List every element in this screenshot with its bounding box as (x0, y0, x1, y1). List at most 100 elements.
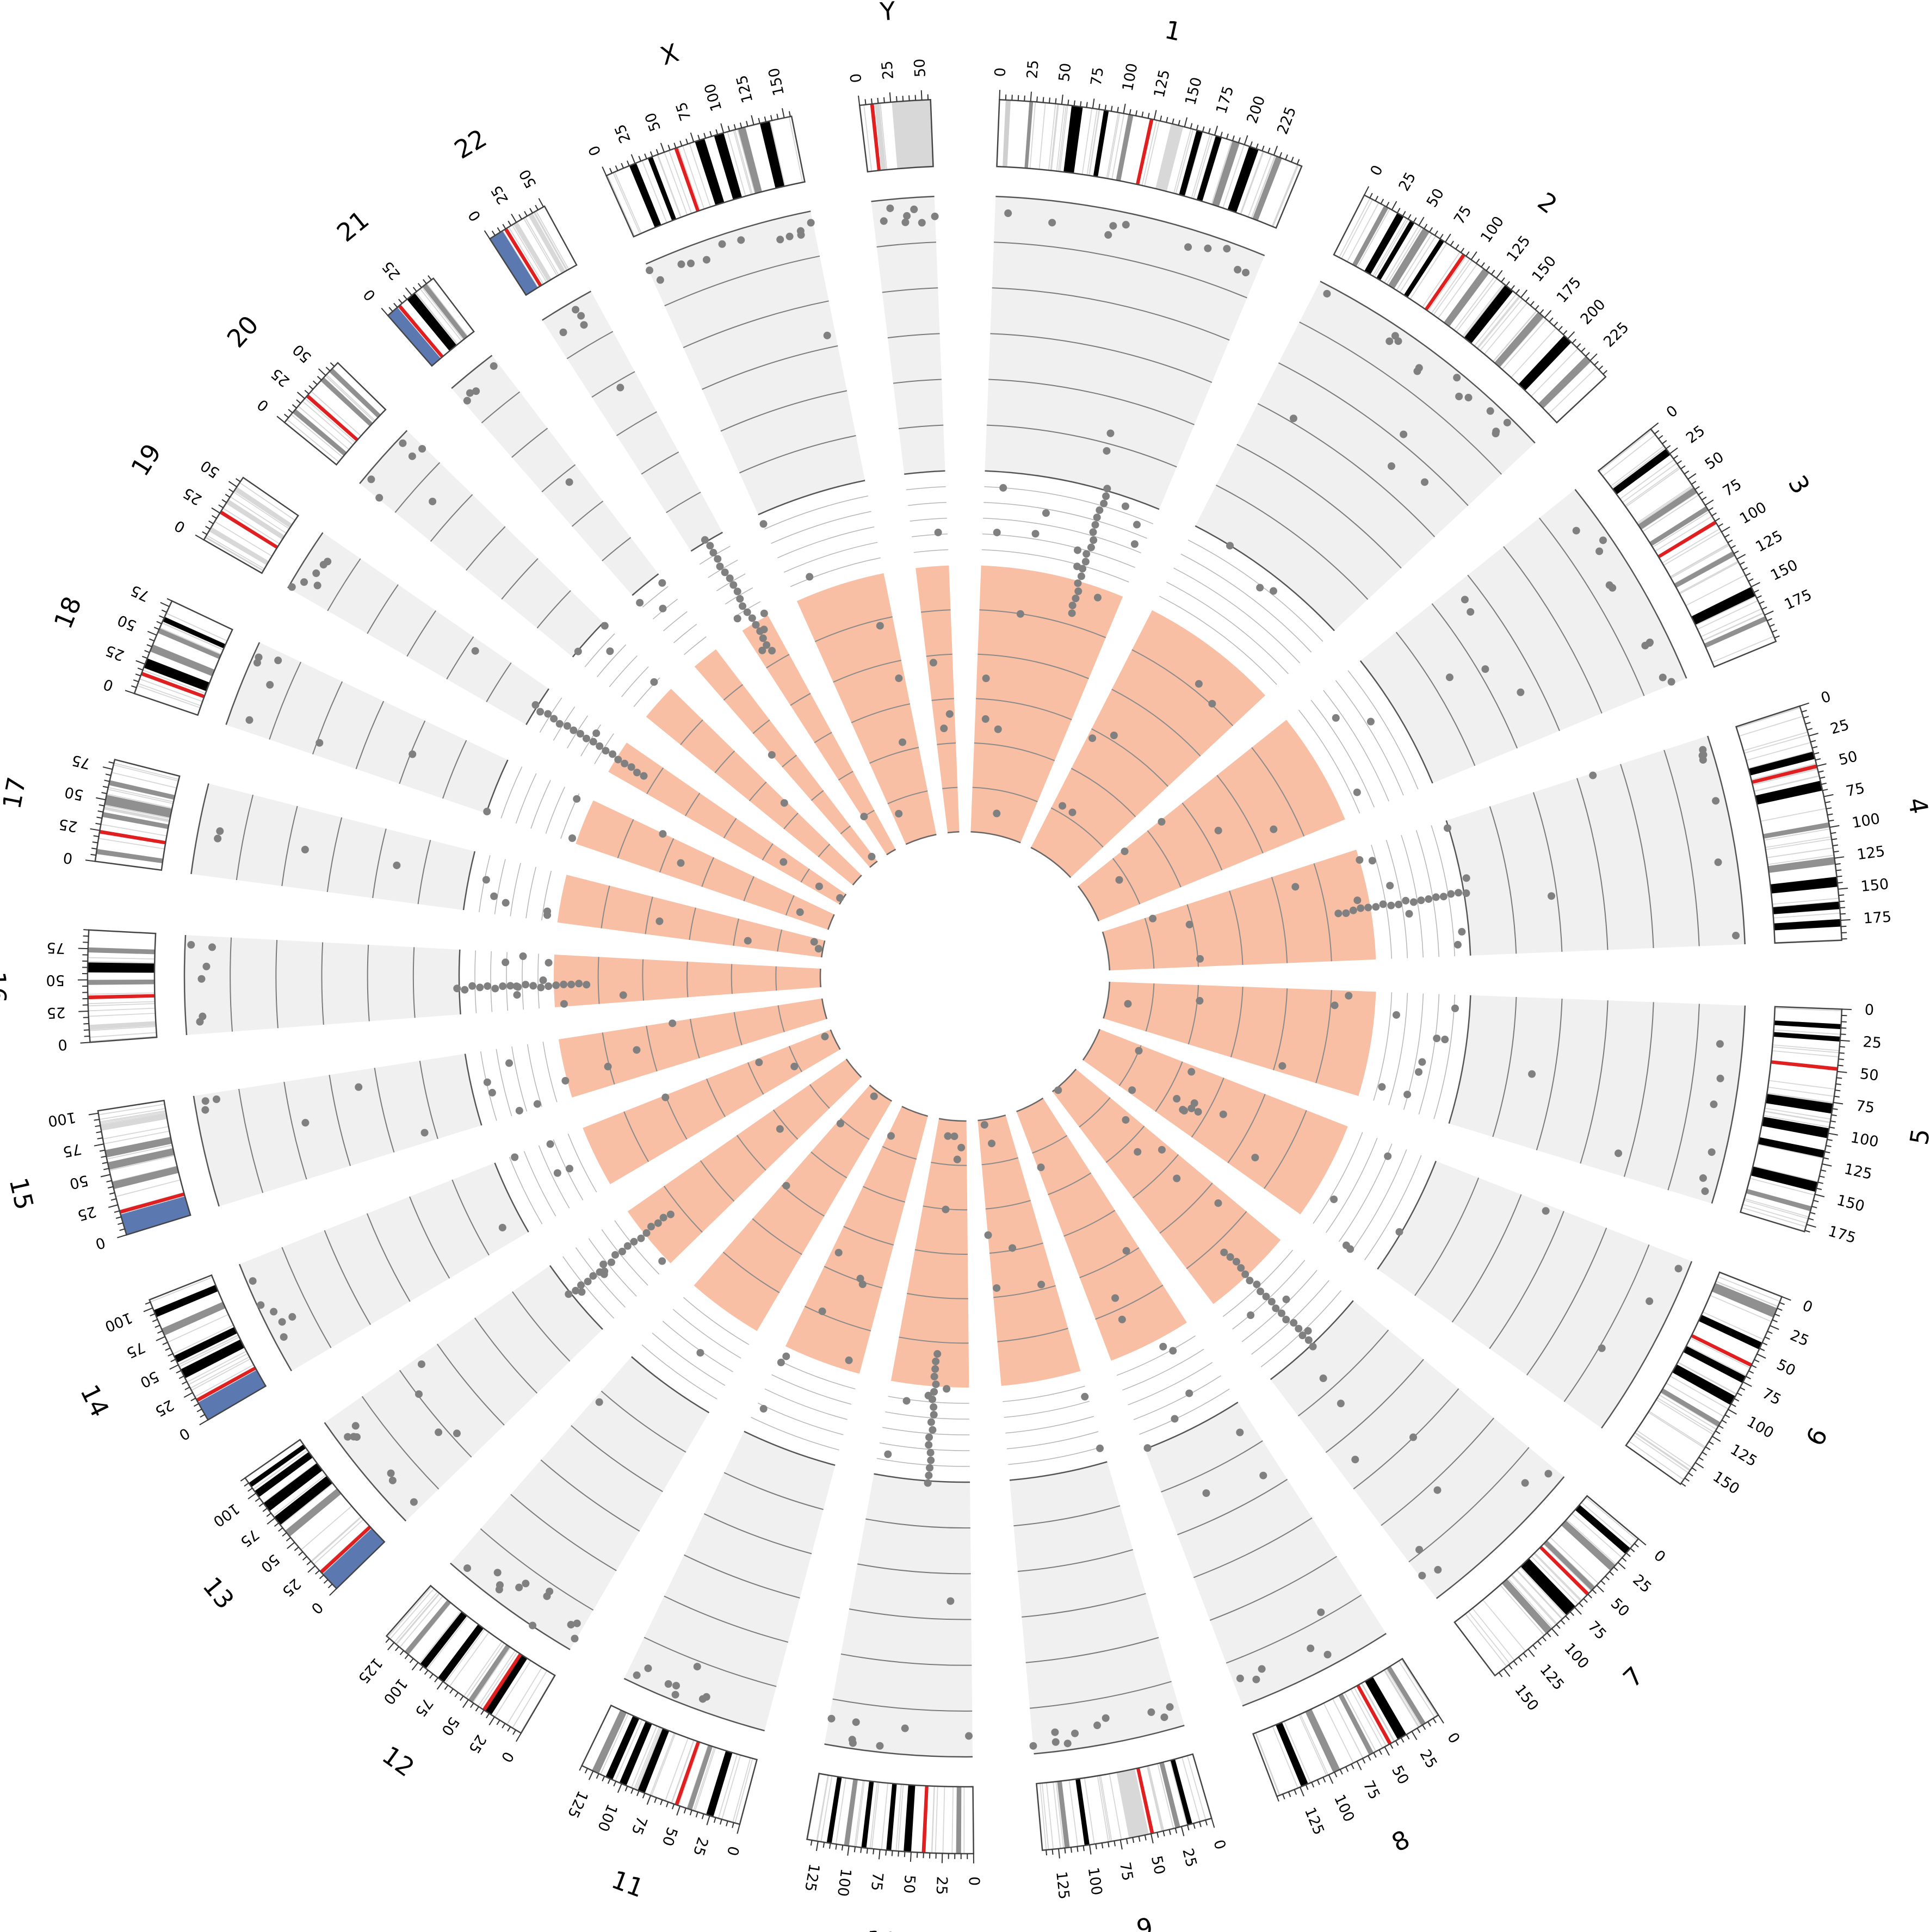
tick (307, 1565, 316, 1573)
tick (99, 1149, 106, 1152)
tick (690, 132, 695, 143)
data-point (1349, 906, 1357, 914)
tick (103, 1168, 109, 1171)
data-point (899, 738, 907, 746)
cytoband (1743, 1199, 1809, 1219)
track-inner-sector (1103, 981, 1376, 1096)
tick (1822, 1163, 1832, 1167)
track-outer-border (744, 1431, 836, 1466)
cytoband (1648, 1410, 1706, 1448)
data-point (1087, 543, 1095, 552)
gridline (609, 655, 638, 688)
cytoband (167, 1314, 229, 1343)
cytoband (1409, 243, 1448, 300)
gridline (777, 1005, 785, 1032)
tick (244, 1482, 249, 1487)
data-point (957, 1143, 966, 1151)
tick (1070, 1847, 1073, 1853)
data-point (316, 739, 324, 747)
tick (1432, 1718, 1437, 1724)
tick (1424, 224, 1428, 230)
gridline (1353, 1388, 1459, 1490)
cytoband (1772, 1050, 1839, 1057)
data-point (572, 306, 580, 314)
gridline (722, 1252, 780, 1293)
tick-label: 25 (1629, 1571, 1654, 1596)
tick (1569, 1611, 1574, 1616)
data-point (1272, 1304, 1280, 1312)
gridline (809, 1084, 830, 1109)
tick (666, 1801, 669, 1807)
tick-label: 25 (76, 1203, 98, 1224)
cytoband (592, 1710, 627, 1774)
data-point (208, 943, 216, 951)
centromere (1657, 521, 1717, 559)
cytoband (1272, 164, 1299, 227)
tick (135, 673, 141, 677)
gridline (840, 1653, 972, 1666)
tick (205, 525, 211, 530)
cytoband (727, 131, 746, 196)
data-point (834, 1248, 843, 1256)
track-inner-sector (694, 1085, 892, 1332)
data-point (350, 1433, 358, 1441)
gridline (887, 790, 928, 804)
data-point (1605, 581, 1613, 589)
cytoband (1055, 1781, 1065, 1848)
tick (423, 279, 427, 284)
data-point (1093, 513, 1101, 522)
gridline (997, 1328, 1068, 1342)
tick (1535, 305, 1539, 310)
track-outer-border (1195, 525, 1335, 631)
track-inner-sector (557, 875, 825, 958)
tick (302, 1556, 307, 1561)
gridline (281, 806, 298, 887)
chromosome-label: 22 (449, 123, 492, 165)
tick (1470, 251, 1477, 261)
gridline (662, 1321, 733, 1372)
gridline (509, 1156, 543, 1224)
data-point (1204, 244, 1212, 252)
data-point (709, 549, 717, 557)
tick (176, 1370, 182, 1374)
tick (221, 499, 227, 503)
tick-label: 25 (1396, 169, 1420, 194)
track-outer-border (758, 480, 865, 516)
gridline (324, 1230, 372, 1325)
tick-label: 75 (1855, 1098, 1876, 1117)
data-point (565, 1165, 573, 1173)
gridline (1139, 1388, 1230, 1435)
data-point (870, 1092, 878, 1100)
gridline (1147, 830, 1181, 888)
data-point (1251, 1154, 1259, 1162)
tick (319, 1574, 324, 1580)
data-point (1091, 521, 1099, 529)
gridline (1364, 1155, 1422, 1260)
tick (145, 1302, 151, 1305)
cytoband (1084, 1778, 1095, 1844)
gridline (536, 590, 571, 629)
tick (1558, 326, 1563, 331)
data-point (1447, 890, 1455, 898)
tick (80, 1042, 90, 1044)
tick (1839, 1052, 1845, 1054)
cytoband (1712, 635, 1774, 663)
cytoband (1387, 1666, 1426, 1726)
data-point (999, 484, 1007, 492)
data-point (926, 1448, 935, 1457)
ideogram-outline (605, 115, 806, 238)
gridline (1079, 1097, 1111, 1128)
gridline (1323, 690, 1389, 802)
data-point (1237, 1264, 1245, 1272)
cytoband (511, 225, 547, 283)
tick (88, 1112, 98, 1116)
cytoband (1764, 1110, 1830, 1123)
tick (480, 1710, 485, 1715)
data-point (614, 756, 622, 764)
data-point (1196, 955, 1204, 963)
cytoband (1533, 1553, 1581, 1602)
data-point (619, 991, 627, 999)
gridline (832, 1698, 973, 1712)
cytoband (1386, 227, 1422, 285)
centromere (921, 1786, 929, 1853)
